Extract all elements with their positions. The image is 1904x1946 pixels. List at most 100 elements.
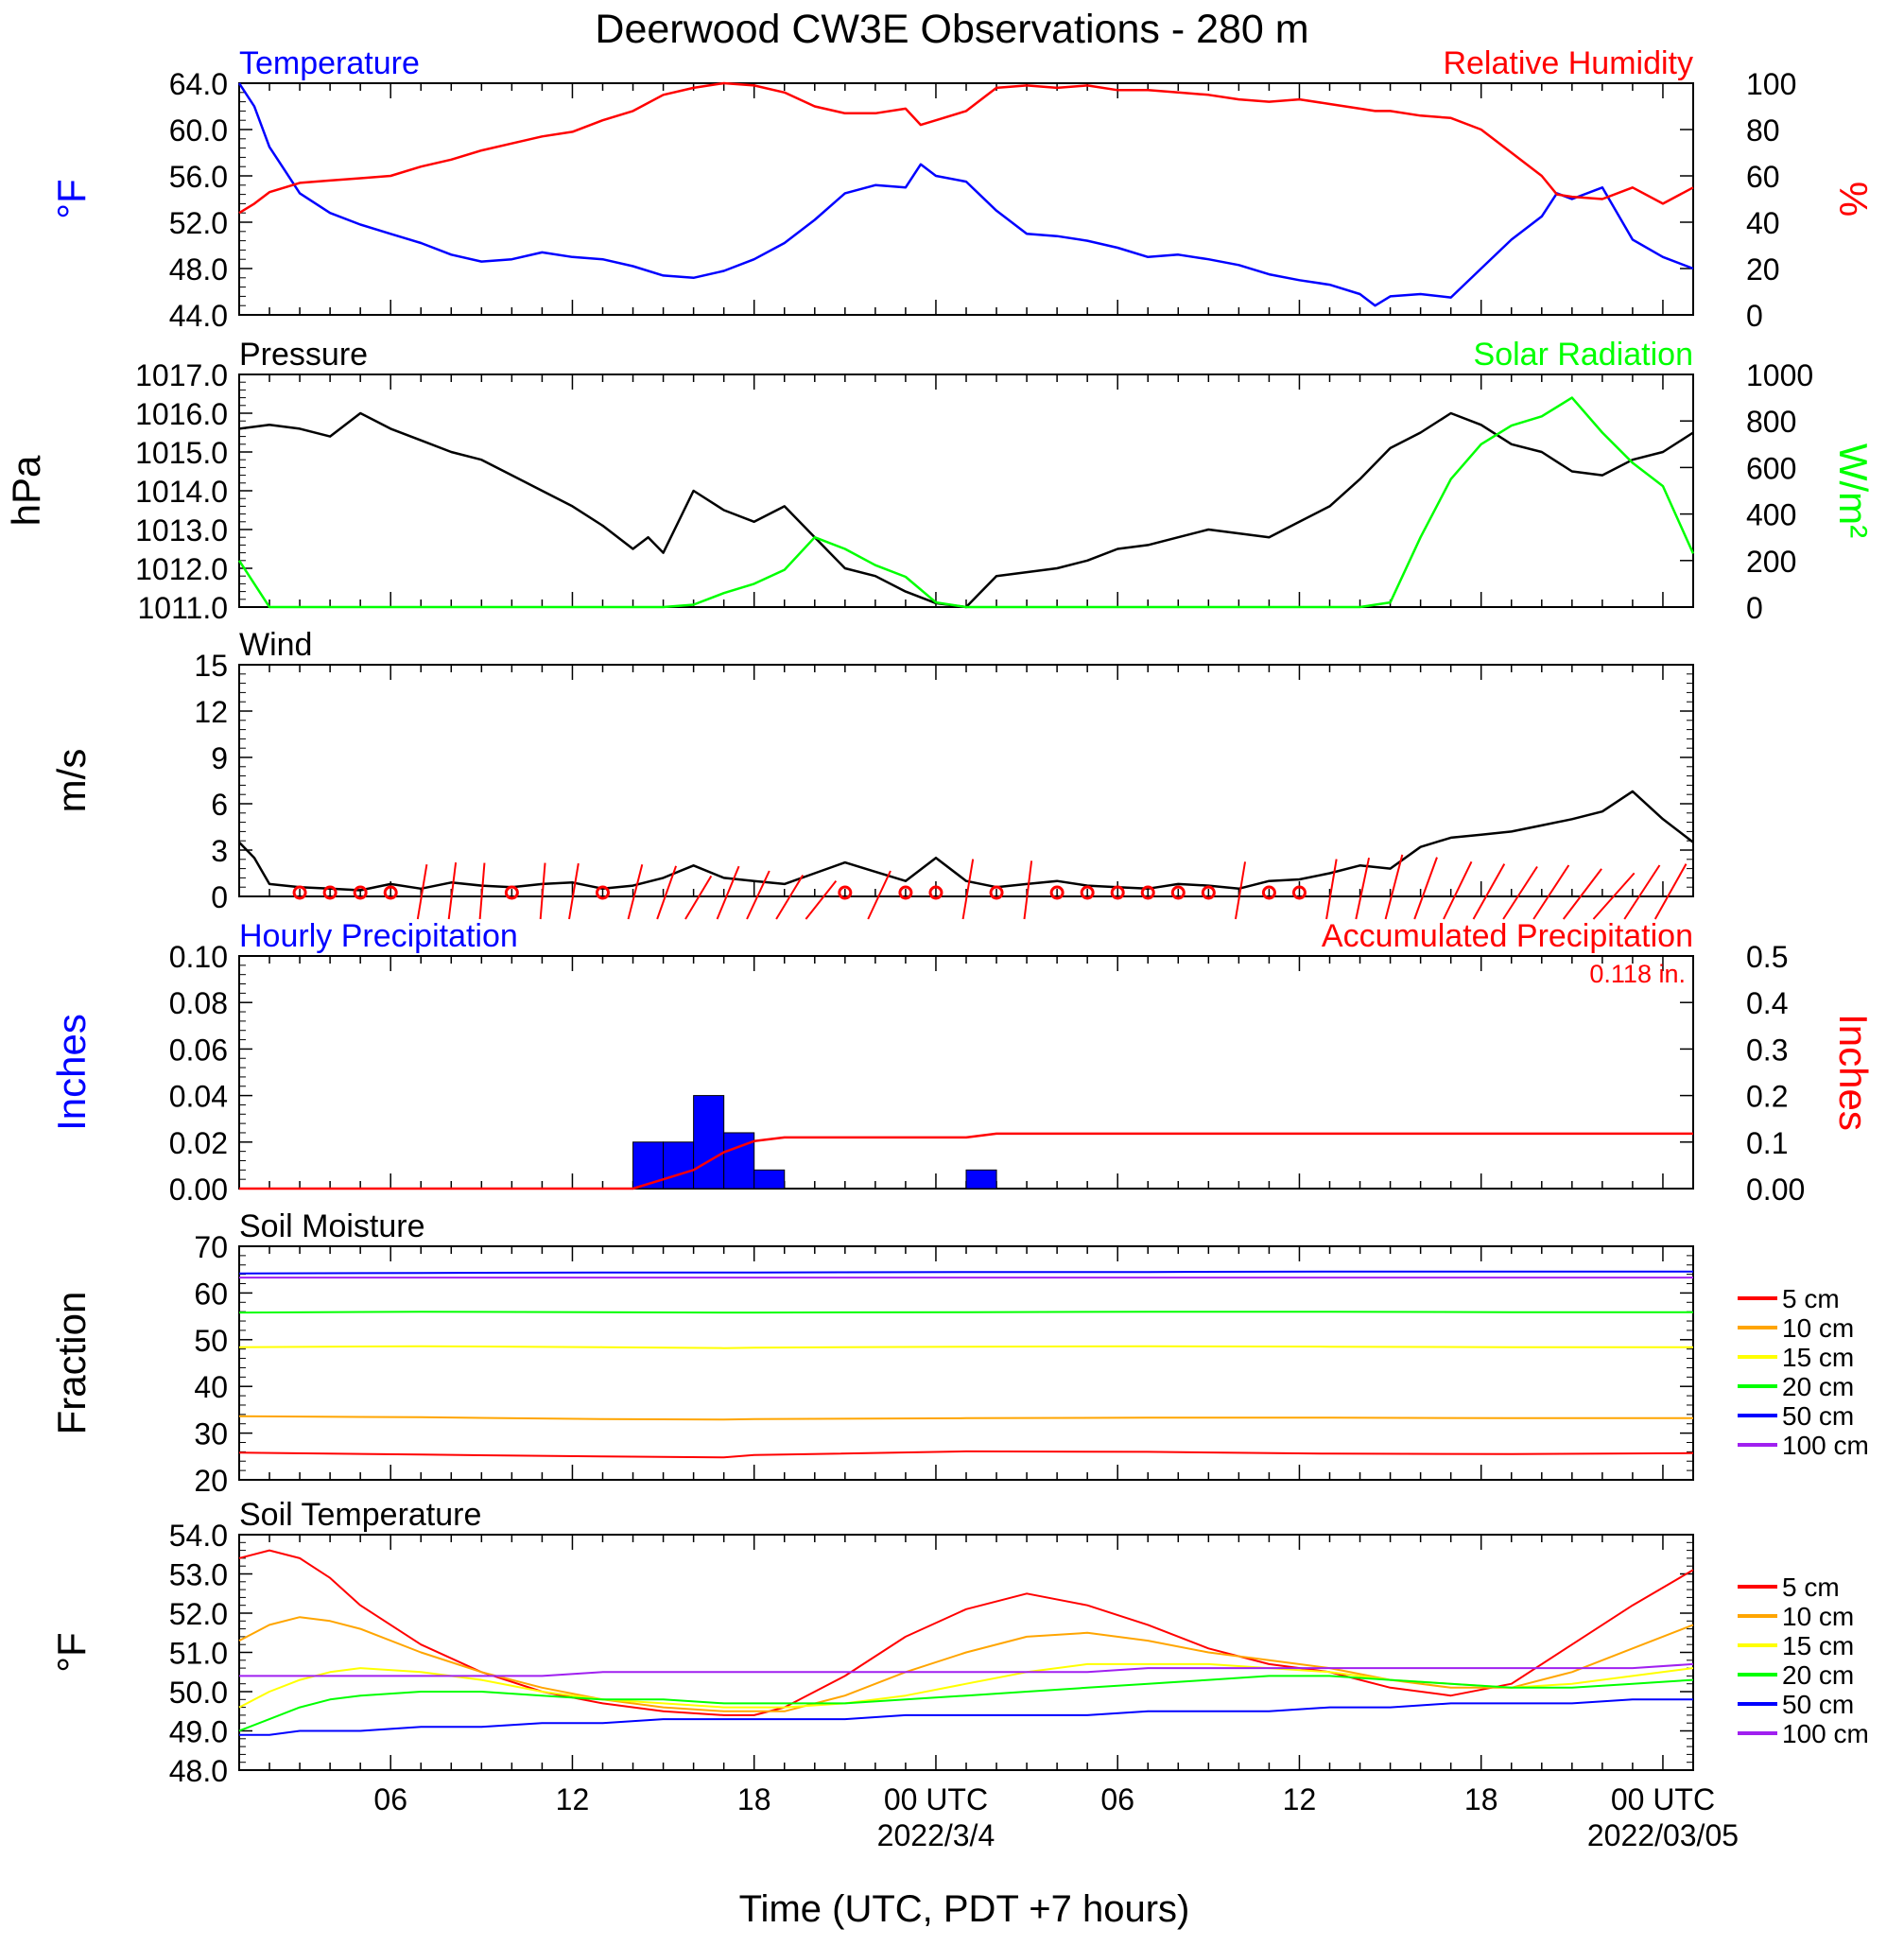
y-right-tick-label: 60 <box>1746 160 1780 194</box>
y-axis-label: °F <box>49 179 94 218</box>
wind-calm-circle <box>838 885 853 900</box>
panel-title: Temperature <box>239 45 420 81</box>
wind-calm-circle <box>898 885 913 900</box>
wind-barb <box>1325 859 1338 920</box>
wind-calm-circle <box>383 885 398 900</box>
wind-barb <box>1384 854 1404 920</box>
precip-bar <box>965 1169 997 1190</box>
series-line <box>238 411 1694 609</box>
wind-barb <box>627 863 644 920</box>
wind-barb <box>716 865 740 920</box>
y-tick-label: 48.0 <box>169 252 228 287</box>
y-tick-label: 60 <box>194 1277 228 1311</box>
x-tick-label: 00 UTC <box>884 1782 988 1816</box>
y-right-axis-label: % <box>1831 182 1876 217</box>
y-tick-label: 52.0 <box>169 1597 228 1631</box>
y-right-tick-label: 0.3 <box>1746 1033 1788 1067</box>
y-tick-label: 0.06 <box>169 1033 228 1067</box>
legend-label: 50 cm <box>1782 1401 1854 1431</box>
y-right-tick-label: 400 <box>1746 498 1796 532</box>
legend-label: 10 cm <box>1782 1602 1854 1631</box>
wind-barb <box>805 879 838 920</box>
y-right-tick-label: 0.2 <box>1746 1080 1788 1114</box>
wind-barb <box>1413 857 1438 920</box>
panel-title: Pressure <box>239 337 368 373</box>
x-date-label: 2022/3/4 <box>877 1818 995 1852</box>
panel-title: Soil Moisture <box>239 1208 425 1244</box>
series-line <box>239 1698 1693 1736</box>
wind-barb <box>1532 864 1570 920</box>
precip-bar <box>663 1141 695 1190</box>
wind-barb <box>447 861 458 920</box>
y-right-tick-label: 40 <box>1746 206 1780 240</box>
series-line <box>238 1675 1694 1732</box>
y-tick-label: 70 <box>194 1230 228 1264</box>
y-axis-label: Inches <box>49 1014 94 1131</box>
wind-calm-circle <box>322 885 338 900</box>
plot-frame <box>238 374 1694 608</box>
y-tick-label: 6 <box>211 788 228 822</box>
y-tick-label: 1015.0 <box>135 436 228 470</box>
wind-barb <box>684 875 713 920</box>
y-right-tick-label: 0.5 <box>1746 940 1788 974</box>
y-tick-label: 3 <box>211 834 228 868</box>
y-tick-label: 1016.0 <box>135 397 228 431</box>
y-right-tick-label: 0 <box>1746 299 1763 333</box>
series-line <box>238 1450 1694 1459</box>
y-tick-label: 64.0 <box>169 67 228 101</box>
wind-barb <box>1562 868 1602 920</box>
x-tick-label: 06 <box>1100 1782 1134 1816</box>
y-tick-label: 1017.0 <box>135 358 228 392</box>
series-line <box>237 82 1694 307</box>
panel-soil-temperature: 48.0 49.0 50.0 51.0 52.0 53.0 54.0 °F Soil Tempe… <box>49 1497 1869 1788</box>
wind-calm-circle <box>1291 885 1307 900</box>
panel-title: Wind <box>239 627 312 663</box>
y-tick-label: 60.0 <box>169 113 228 148</box>
wind-calm-circle <box>1170 885 1186 900</box>
y-right-tick-label: 0 <box>1746 591 1763 625</box>
wind-barb <box>539 862 546 920</box>
series-line <box>237 396 1695 609</box>
panel-title: Soil Temperature <box>239 1497 481 1533</box>
y-tick-label: 1014.0 <box>135 475 228 509</box>
wind-barb <box>478 862 486 920</box>
series-line <box>238 790 1694 892</box>
x-date-label: 2022/03/05 <box>1587 1818 1739 1852</box>
y-tick-label: 12 <box>194 695 228 729</box>
x-tick-label: 06 <box>373 1782 407 1816</box>
y-tick-label: 1012.0 <box>135 552 228 586</box>
panel-right-title: Relative Humidity <box>1443 45 1693 81</box>
plot-frame <box>238 1245 1694 1481</box>
wind-calm-circle <box>292 885 307 900</box>
wind-barb <box>416 864 428 920</box>
y-tick-label: 0.04 <box>169 1080 228 1114</box>
wind-barb <box>1592 872 1636 920</box>
y-tick-label: 1013.0 <box>135 513 228 547</box>
series-line <box>239 1132 1693 1190</box>
y-right-tick-label: 80 <box>1746 113 1780 148</box>
y-tick-label: 0.08 <box>169 986 228 1020</box>
plot-frame <box>238 664 1694 897</box>
wind-barb <box>1355 858 1371 920</box>
x-tick-label: 12 <box>556 1782 590 1816</box>
panel-soil-moisture: 20 30 40 50 60 70 Fraction Soil Moisture 5 cm10 … <box>49 1208 1869 1498</box>
legend-label: 15 cm <box>1782 1631 1854 1660</box>
x-tick-label: 12 <box>1283 1782 1317 1816</box>
y-tick-label: 0.10 <box>169 940 228 974</box>
panel-right-title: Accumulated Precipitation <box>1322 918 1693 954</box>
x-axis-title: Time (UTC, PDT +7 hours) <box>739 1888 1190 1930</box>
panel-wind: 0 3 6 9 12 15 m/s Wind <box>49 627 1694 920</box>
series-line <box>238 1549 1694 1716</box>
y-tick-label: 56.0 <box>169 160 228 194</box>
panel-precipitation: 0.00 0.02 0.04 0.06 0.08 0.10 0.00 0.1 0.2 0.3 0.4… <box>49 918 1876 1207</box>
y-right-tick-label: 600 <box>1746 451 1796 485</box>
y-right-tick-label: 800 <box>1746 405 1796 439</box>
y-tick-label: 50 <box>194 1324 228 1358</box>
y-tick-label: 52.0 <box>169 206 228 240</box>
series-line <box>238 1270 1693 1275</box>
panel-title: Hourly Precipitation <box>239 918 518 954</box>
wind-barb <box>1502 865 1538 920</box>
y-tick-label: 0.02 <box>169 1126 228 1160</box>
plot-frame <box>238 82 1694 316</box>
